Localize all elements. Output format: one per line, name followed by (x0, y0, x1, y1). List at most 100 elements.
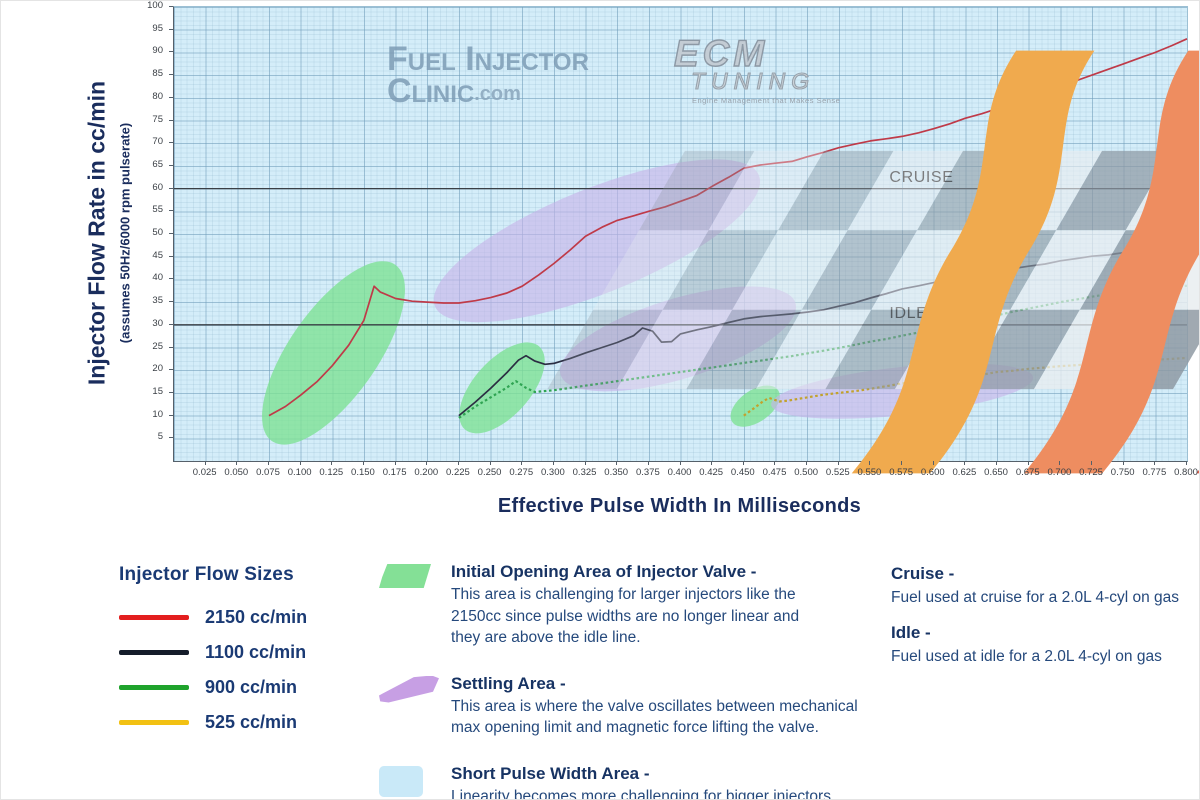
x-tick-mark (204, 461, 206, 465)
ecm-flames-icon (851, 50, 1199, 474)
cruise-definition: Cruise - Fuel used at cruise for a 2.0L … (891, 564, 1191, 608)
definition-body: Fuel used at cruise for a 2.0L 4-cyl on … (891, 589, 1180, 606)
y-tick-label: 100 (147, 0, 163, 11)
x-tick-label: 0.250 (477, 467, 502, 478)
x-tick-mark (932, 461, 934, 465)
x-tick-label: 0.525 (825, 467, 850, 478)
y-tick-mark (169, 346, 173, 348)
x-tick-mark (679, 461, 681, 465)
x-tick-mark (552, 461, 554, 465)
definition-title: Cruise - (891, 564, 955, 583)
y-tick-label: 20 (152, 363, 163, 375)
y-tick-mark (169, 96, 173, 98)
x-tick-mark (869, 461, 871, 465)
x-tick-mark (742, 461, 744, 465)
x-tick-mark (521, 461, 523, 465)
x-tick-label: 0.625 (952, 467, 977, 478)
definition-body: Fuel used at idle for a 2.0L 4-cyl on ga… (891, 648, 1162, 665)
initial-opening-region (459, 342, 545, 434)
y-tick-mark (169, 301, 173, 303)
y-tick-label: 75 (152, 113, 163, 125)
x-tick-label: 0.500 (794, 467, 819, 478)
x-tick-label: 0.075 (256, 467, 280, 478)
y-tick-mark (169, 414, 173, 416)
y-tick-label: 15 (152, 385, 163, 397)
x-tick-mark (1059, 461, 1061, 465)
y-tick-label: 45 (152, 249, 163, 261)
x-tick-label: 0.300 (540, 467, 565, 478)
legend-item-1100: 1100 cc/min (119, 641, 307, 663)
y-tick-label: 65 (152, 158, 163, 170)
y-tick-mark (169, 51, 173, 53)
area-title: Initial Opening Area of Injector Valve - (451, 562, 757, 581)
y-tick-mark (169, 187, 173, 189)
y-tick-label: 25 (152, 340, 163, 352)
x-tick-mark (236, 461, 238, 465)
x-tick-mark (647, 461, 649, 465)
legend-item-label: 900 cc/min (205, 676, 298, 697)
x-axis-title: Effective Pulse Width In Milliseconds (497, 495, 862, 517)
x-tick-mark (711, 461, 713, 465)
y-tick-mark (169, 74, 173, 76)
y-axis-subtitle: (assumes 50Hz/6000 rpm pulserate) (117, 122, 133, 344)
x-tick-label: 0.400 (667, 467, 692, 478)
y-tick-label: 60 (152, 181, 163, 193)
x-axis-ticks: 0.025 0.050 0.075 0.100 0.125 0.150 0.175 0.200… (173, 461, 1198, 485)
x-tick-mark (584, 461, 586, 465)
x-tick-mark (901, 461, 903, 465)
x-tick-mark (362, 461, 364, 465)
ecm-logo-sub: TUNING (690, 68, 816, 94)
x-tick-label: 0.475 (762, 467, 787, 478)
green-area-swatch (379, 564, 431, 588)
legend-item-label: 1100 cc/min (205, 641, 307, 662)
x-tick-mark (1154, 461, 1156, 465)
x-tick-mark (1027, 461, 1029, 465)
fic-logo-line2: Clinic (387, 72, 475, 110)
fic-logo-line1: Fuel Injector (387, 40, 589, 78)
y-tick-label: 85 (152, 68, 163, 80)
y-tick-mark (169, 164, 173, 166)
cruise-idle-definitions: Cruise - Fuel used at cruise for a 2.0L … (891, 564, 1191, 682)
x-tick-mark (299, 461, 301, 465)
x-tick-mark (394, 461, 396, 465)
y-tick-mark (169, 233, 173, 234)
y-tick-label: 50 (152, 227, 163, 238)
legend-item-label: 2150 cc/min (205, 606, 308, 627)
fic-logo-suffix: .com (474, 83, 521, 105)
y-tick-mark (169, 437, 173, 439)
y-tick-mark (169, 28, 173, 30)
x-tick-label: 0.125 (319, 467, 344, 478)
x-tick-mark (806, 461, 808, 465)
settling-region (559, 286, 797, 392)
settling-region (433, 159, 761, 323)
ecm-tuning-logo: ECM TUNING Engine Management that Makes … (673, 34, 1199, 474)
x-tick-label: 0.425 (699, 467, 724, 478)
black-line-swatch (119, 649, 189, 655)
green-line-swatch (119, 684, 189, 690)
y-tick-mark (169, 391, 173, 393)
y-tick-label: 90 (152, 45, 163, 57)
y-tick-mark (169, 6, 173, 7)
legend-item-525: 525 cc/min (119, 711, 307, 733)
plot-area: CRUISEIDLE Fuel Injector Clinic .com ECM… (173, 6, 1199, 474)
x-tick-mark (837, 461, 839, 465)
x-tick-mark (267, 461, 269, 465)
y-tick-mark (169, 323, 173, 325)
y-axis-title: Injector Flow Rate in cc/min (83, 80, 110, 386)
y-tick-mark (169, 369, 173, 371)
y-tick-label: 40 (152, 272, 163, 284)
flow-sizes-title: Injector Flow Sizes (119, 564, 294, 585)
x-tick-label: 0.100 (287, 467, 312, 478)
y-tick-label: 5 (157, 431, 163, 443)
x-tick-mark (1122, 461, 1124, 465)
initial-opening-entry: Initial Opening Area of Injector Valve -… (379, 562, 939, 649)
y-tick-label: 80 (152, 90, 163, 102)
x-tick-label: 0.350 (604, 467, 629, 478)
y-tick-mark (169, 255, 173, 257)
x-tick-mark (1091, 461, 1093, 465)
flow-sizes-legend: Injector Flow Sizes 2150 cc/min 1100 cc/… (119, 564, 307, 746)
area-body: This area is where the valve oscillates … (451, 697, 858, 737)
legend-item-label: 525 cc/min (205, 711, 298, 732)
x-tick-mark (996, 461, 998, 465)
